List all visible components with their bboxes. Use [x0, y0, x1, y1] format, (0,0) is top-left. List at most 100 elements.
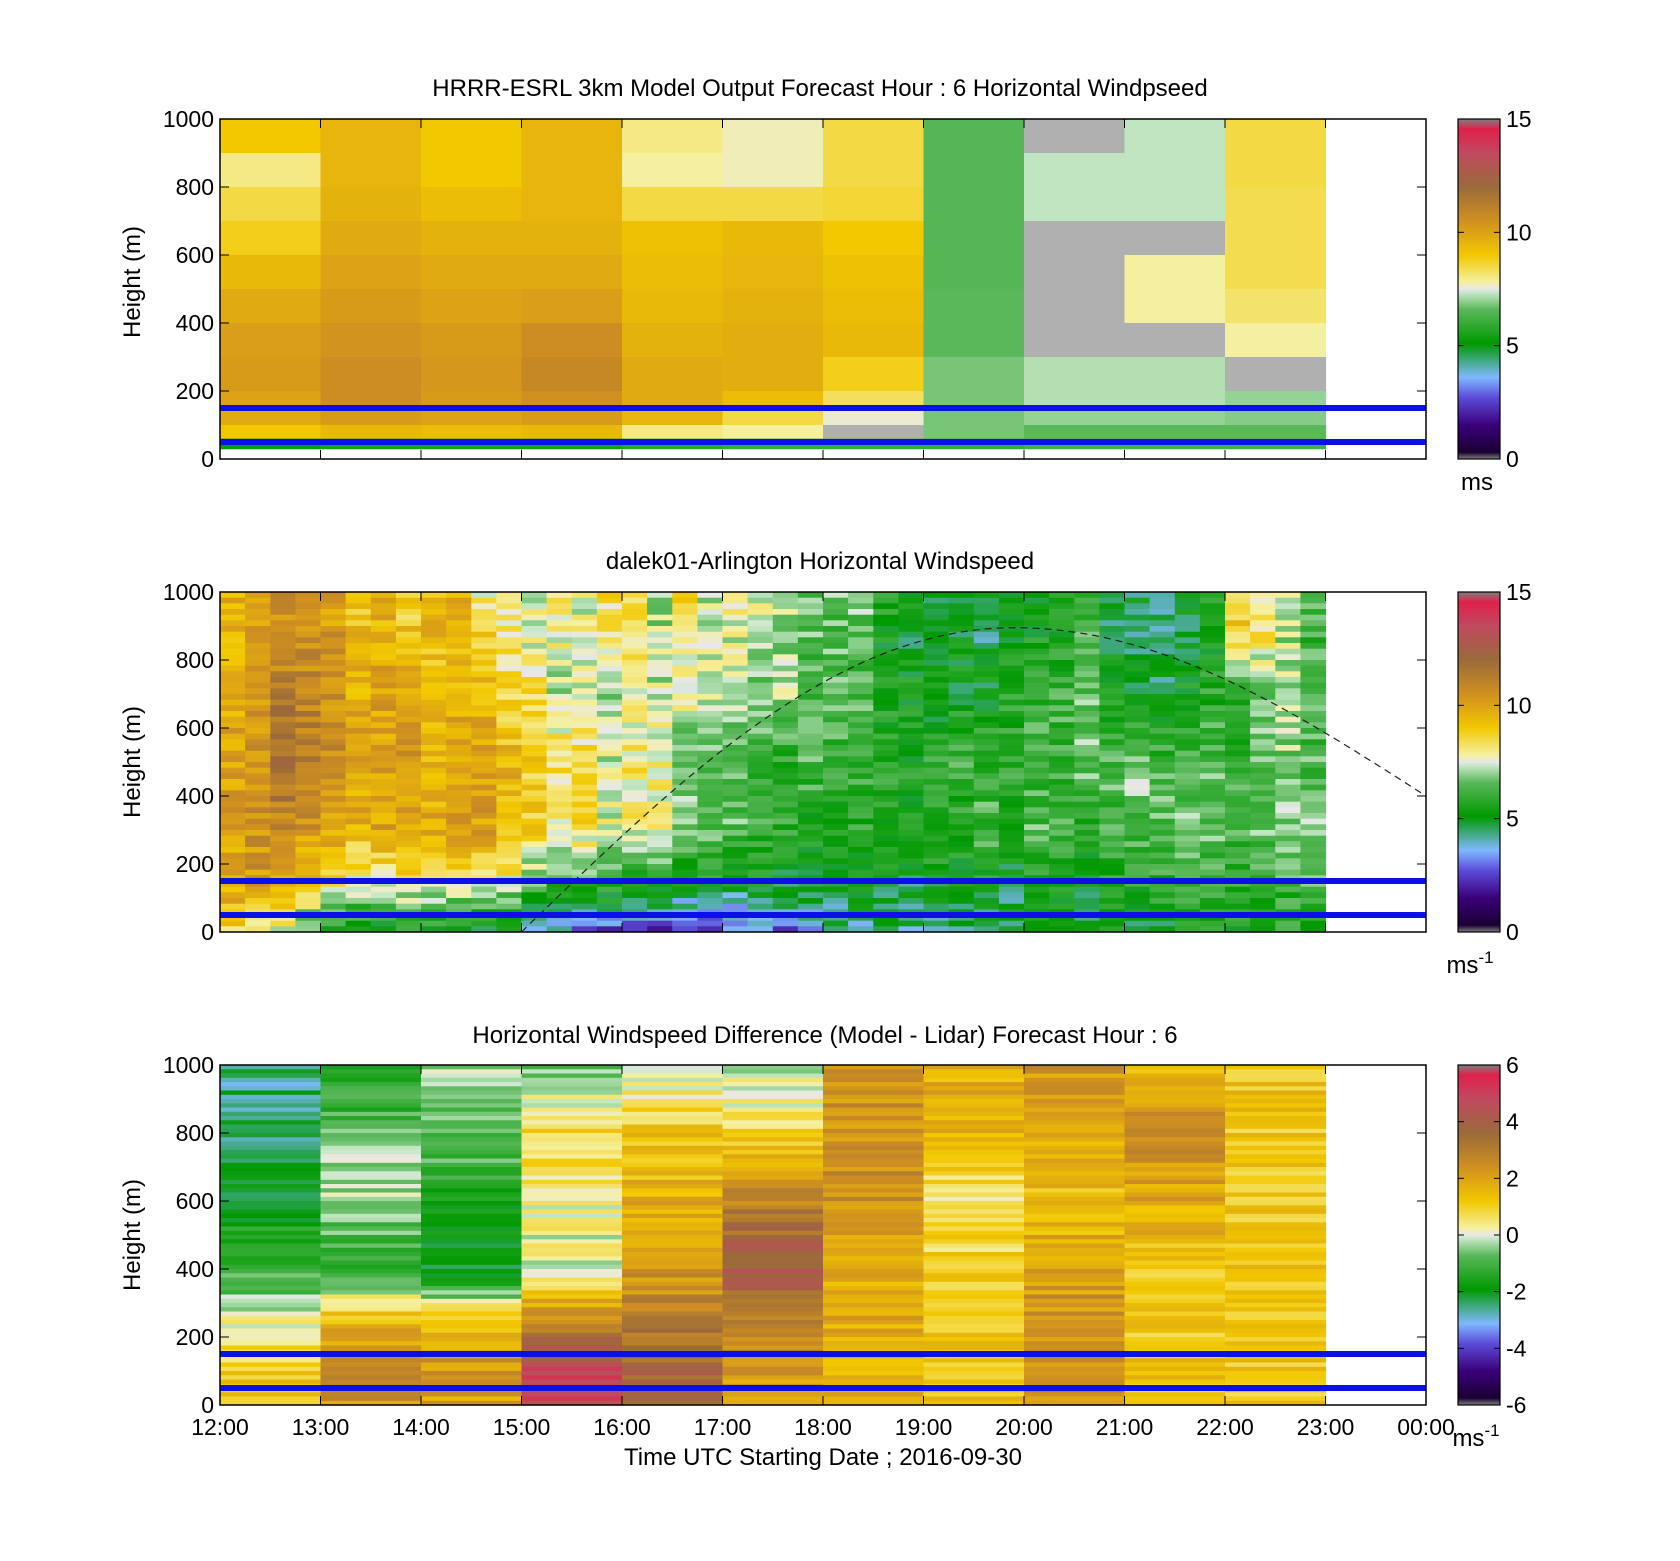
heatmap-cell [320, 1086, 422, 1092]
heatmap-cell [345, 920, 372, 927]
heatmap-cell [320, 767, 347, 774]
heatmap-cell [270, 830, 296, 837]
heatmap-cell [395, 756, 422, 763]
heatmap-cell [622, 1205, 724, 1211]
heatmap-cell [722, 1269, 824, 1274]
heatmap-cell [345, 620, 372, 627]
heatmap-cell [923, 1281, 1025, 1287]
heatmap-cell [772, 813, 799, 820]
heatmap-cell [697, 733, 724, 740]
heatmap-cell [521, 1311, 623, 1317]
heatmap-cell [345, 835, 372, 842]
heatmap-cell [220, 592, 246, 599]
heatmap-cell [395, 614, 422, 621]
heatmap-cell [622, 665, 648, 672]
heatmap-cell [697, 835, 724, 842]
heatmap-cell [1074, 767, 1100, 774]
heatmap-cell [421, 1264, 523, 1270]
heatmap-cell [295, 807, 322, 814]
heatmap-cell [421, 1294, 523, 1300]
heatmap-cell [1124, 1107, 1226, 1113]
heatmap-cell [521, 1065, 623, 1070]
heatmap-cell [1174, 699, 1201, 706]
heatmap-cell [898, 898, 925, 905]
heatmap-cell [1124, 1362, 1226, 1368]
heatmap-cell [923, 784, 950, 791]
heatmap-cell [823, 705, 849, 712]
heatmap-cell [973, 648, 1000, 655]
heatmap-cell [1275, 773, 1301, 780]
heatmap-cell [320, 852, 347, 859]
heatmap-cell [848, 898, 874, 905]
heatmap-cell [923, 847, 950, 854]
heatmap-cell [948, 750, 975, 757]
heatmap-cell [797, 847, 824, 854]
heatmap-cell [471, 654, 497, 661]
heatmap-cell [320, 119, 422, 154]
heatmap-cell [521, 1111, 623, 1117]
heatmap-cell [295, 892, 322, 899]
heatmap-cell [446, 801, 472, 808]
heatmap-cell [948, 722, 975, 729]
heatmap-cell [220, 1175, 322, 1181]
heatmap-cell [1124, 920, 1151, 927]
heatmap-cell [496, 688, 523, 695]
heatmap-cell [1124, 1303, 1226, 1308]
heatmap-cell [948, 739, 975, 746]
heatmap-cell [722, 711, 749, 718]
heatmap-cell [320, 1294, 422, 1300]
heatmap-cell [823, 1328, 925, 1334]
heatmap-cell [848, 790, 874, 797]
heatmap-cell [998, 926, 1025, 933]
heatmap-cell [697, 750, 724, 757]
heatmap-cell [1225, 920, 1251, 927]
heatmap [220, 119, 1327, 450]
heatmap-cell [923, 711, 950, 718]
heatmap-cell [1300, 609, 1327, 616]
heatmap-cell [647, 745, 673, 752]
heatmap-cell [923, 1201, 1025, 1206]
heatmap-cell [1099, 711, 1126, 718]
heatmap-cell [722, 841, 749, 848]
heatmap-cell [546, 716, 573, 723]
heatmap-cell [220, 864, 246, 871]
y-tick-label: 800 [176, 174, 214, 200]
heatmap-cell [220, 1273, 322, 1279]
heatmap-cell [898, 609, 925, 616]
heatmap-cell [270, 631, 296, 638]
heatmap-cell [722, 869, 749, 876]
heatmap-cell [998, 841, 1025, 848]
heatmap-cell [1049, 779, 1075, 786]
heatmap-cell [1124, 1209, 1226, 1215]
heatmap-cell [797, 779, 824, 786]
heatmap-cell [245, 643, 271, 650]
heatmap-cell [672, 671, 698, 678]
heatmap-cell [245, 631, 271, 638]
heatmap-cell [1124, 1281, 1226, 1287]
heatmap-cell [797, 762, 824, 769]
heatmap-cell [622, 1358, 724, 1364]
heatmap-cell [697, 830, 724, 837]
heatmap-cell [898, 835, 925, 842]
heatmap-cell [471, 626, 497, 633]
heatmap-cell [320, 614, 347, 621]
heatmap-cell [1149, 898, 1176, 905]
heatmap-cell [295, 824, 322, 831]
heatmap-cell [471, 869, 497, 876]
heatmap-cell [1149, 869, 1176, 876]
heatmap-cell [823, 597, 849, 604]
heatmap-cell [622, 221, 724, 256]
heatmap-cell [797, 796, 824, 803]
heatmap-cell [722, 790, 749, 797]
heatmap-cell [1149, 677, 1176, 684]
heatmap-cell [722, 1162, 824, 1168]
heatmap-cell [245, 920, 271, 927]
heatmap-cell [1174, 784, 1201, 791]
heatmap-cell [1199, 756, 1226, 763]
heatmap-cell [923, 869, 950, 876]
heatmap-cell [848, 688, 874, 695]
heatmap-cell [1024, 796, 1050, 803]
heatmap-cell [446, 784, 472, 791]
heatmap-cell [1124, 637, 1151, 644]
heatmap-cell [1149, 671, 1176, 678]
